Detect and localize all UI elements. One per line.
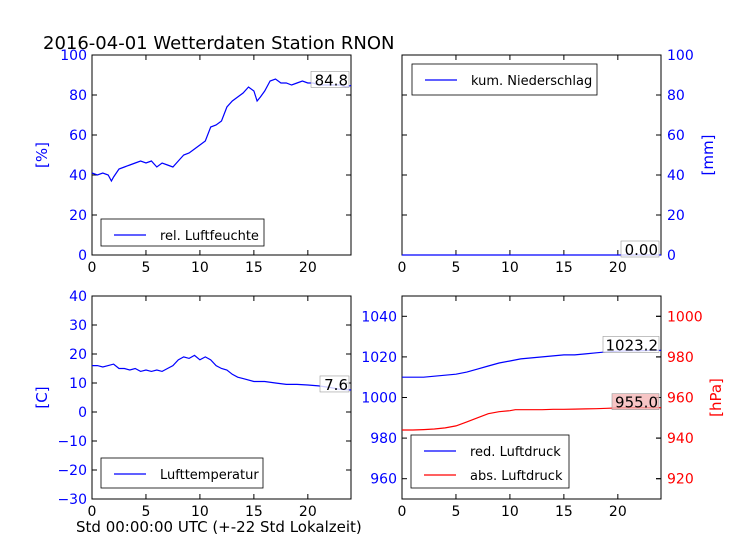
- y-tick-label: 0: [78, 248, 87, 264]
- y2-tick-label: 920: [667, 472, 694, 488]
- x-tick-label: 15: [555, 504, 573, 520]
- x-tick-label: 20: [299, 260, 317, 276]
- y-axis-label: [C]: [33, 386, 51, 408]
- y-axis-label: [mm]: [699, 135, 717, 176]
- legend-box: [100, 457, 264, 489]
- y-tick-label: 40: [667, 168, 685, 184]
- y-tick-label: 1040: [361, 309, 397, 325]
- y-tick-label: 80: [69, 88, 87, 104]
- x-tick-label: 15: [245, 260, 263, 276]
- legend-label: abs. Luftdruck: [470, 469, 563, 484]
- last-value-box: [319, 375, 350, 393]
- plot-frame: [91, 295, 352, 500]
- x-tick-label: 5: [451, 260, 460, 276]
- y2-tick-label: 960: [667, 391, 694, 407]
- x-tick-label: 10: [191, 504, 209, 520]
- x-tick-label: 20: [609, 260, 627, 276]
- y-tick-label: 60: [667, 128, 685, 144]
- series-line-1: [92, 354, 352, 391]
- y-tick-label: −10: [57, 434, 87, 450]
- y-tick-label: 80: [667, 88, 685, 104]
- last-value-label: 7.6: [324, 376, 348, 394]
- y-tick-label: 960: [370, 472, 397, 488]
- x-tick-label: 0: [398, 260, 407, 276]
- y-tick-label: 60: [69, 128, 87, 144]
- x-tick-label: 10: [191, 260, 209, 276]
- series-line-1: [91, 78, 352, 183]
- y-tick-label: 1020: [361, 350, 397, 366]
- y-tick-label: 20: [69, 347, 87, 363]
- y-tick-label: −30: [57, 492, 87, 508]
- legend-box: [410, 434, 570, 489]
- last-value-label: 1023.2: [606, 336, 659, 354]
- x-axis-caption: Std 00:00:00 UTC (+-22 Std Lokalzeit): [76, 518, 362, 536]
- x-tick-label: 5: [451, 504, 460, 520]
- last-value-box: [602, 336, 660, 353]
- x-tick-label: 15: [245, 504, 263, 520]
- y-tick-label: 0: [78, 405, 87, 421]
- last-value-label: 955.0: [615, 394, 658, 412]
- y-tick-label: 100: [60, 48, 87, 64]
- y-tick-label: 40: [69, 168, 87, 184]
- y-tick-label: 980: [370, 431, 397, 447]
- x-tick-label: 0: [88, 260, 97, 276]
- last-value-box: [310, 71, 350, 88]
- y-tick-label: 1000: [361, 391, 397, 407]
- x-tick-label: 10: [501, 260, 519, 276]
- x-tick-label: 5: [141, 504, 150, 520]
- last-value-label: 0.00: [625, 241, 658, 259]
- subplot-pressure: 0 5 10 15 20 960 980 1000 1020 1040 920 940 960 980 10…: [361, 295, 725, 520]
- x-tick-label: 5: [141, 260, 150, 276]
- y-tick-label: 0: [667, 248, 676, 264]
- y-tick-label: 30: [69, 318, 87, 334]
- legend-box: [100, 218, 265, 247]
- y-tick-label: 100: [667, 48, 694, 64]
- y-tick-label: −20: [57, 463, 87, 479]
- figure-title: 2016-04-01 Wetterdaten Station RNON: [43, 33, 394, 54]
- y-tick-label: 20: [69, 208, 87, 224]
- subplot-temperature: 0 5 10 15 20 −30 −20 −10 0 10 20 30 40 [C] 7.6 Lufttemp…: [33, 289, 352, 520]
- x-tick-label: 0: [88, 504, 97, 520]
- x-tick-label: 10: [501, 504, 519, 520]
- series-line-1: [402, 349, 661, 378]
- x-tick-label: 20: [299, 504, 317, 520]
- y2-tick-label: 940: [667, 431, 694, 447]
- y2-tick-label: 1000: [667, 309, 703, 325]
- y-tick-label: 20: [667, 208, 685, 224]
- y-tick-label: 40: [69, 289, 87, 305]
- y2-axis-label: [hPa]: [707, 378, 725, 417]
- x-tick-label: 0: [398, 504, 407, 520]
- legend-label: kum. Niederschlag: [471, 74, 592, 89]
- legend-label: red. Luftdruck: [470, 445, 561, 460]
- last-value-box: [611, 393, 660, 410]
- y-tick-label: 10: [69, 376, 87, 392]
- plot-frame: [91, 54, 352, 256]
- last-value-box: [620, 240, 660, 258]
- y2-tick-label: 980: [667, 350, 694, 366]
- subplot-precipitation: 0 5 10 15 20 0 20 40 60 80 100 [mm] 0.00 kum. Nieders…: [398, 48, 717, 276]
- legend-label: Lufttemperatur: [160, 468, 259, 483]
- y-axis-label: [%]: [33, 142, 51, 168]
- last-value-label: 84.8: [315, 71, 348, 89]
- x-tick-label: 15: [555, 260, 573, 276]
- subplot-humidity: 0 5 10 15 20 0 20 40 60 80 100 [%] 84.8 rel. Luftfeuc…: [33, 48, 352, 276]
- x-tick-label: 20: [609, 504, 627, 520]
- legend-label: rel. Luftfeuchte: [160, 229, 259, 244]
